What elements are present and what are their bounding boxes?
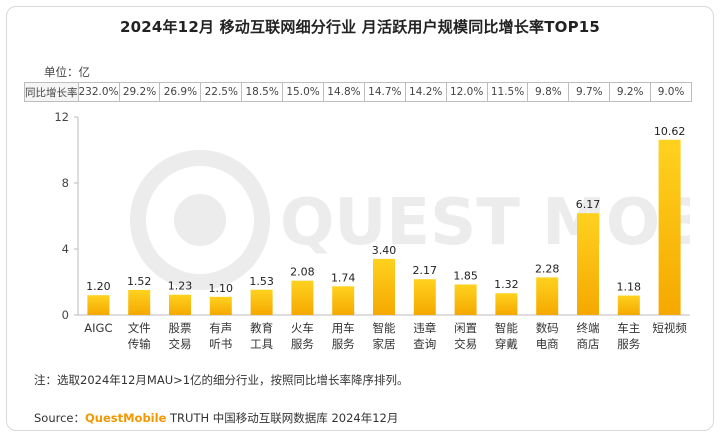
x-category-label: 文件: [128, 321, 151, 335]
source-prefix: Source：: [34, 411, 85, 425]
x-category-label: 服务: [291, 337, 314, 351]
bar: [373, 258, 395, 315]
x-category-label: 听书: [209, 337, 232, 351]
x-category-label: 商店: [577, 337, 600, 351]
bar-value-label: 1.53: [249, 275, 274, 288]
bar-value-label: 1.85: [453, 269, 478, 282]
growth-row-label: 同比增长率: [25, 83, 78, 101]
bar: [495, 293, 518, 315]
growth-rate-cell: 9.0%: [650, 83, 691, 101]
x-category-label: 闲置: [454, 321, 477, 335]
growth-rate-cell: 9.8%: [527, 83, 568, 101]
bar-value-label: 3.40: [372, 244, 397, 257]
x-category-label: 违章: [413, 321, 436, 335]
bar-value-label: 1.23: [168, 280, 193, 293]
bar: [658, 139, 681, 315]
x-category-label: 交易: [169, 337, 192, 351]
source-line: Source：QuestMobile TRUTH 中国移动互联网数据库 2024…: [34, 410, 398, 426]
unit-label: 单位：亿: [44, 65, 90, 79]
x-category-label: 查询: [413, 337, 436, 351]
growth-rate-cell: 14.2%: [404, 83, 446, 101]
bar: [87, 295, 110, 315]
x-category-label: 终端: [577, 321, 600, 335]
x-category-label: 有声: [209, 321, 232, 335]
bar-value-label: 2.17: [413, 264, 438, 277]
x-category-label: 服务: [332, 337, 355, 351]
x-category-label: 智能: [373, 321, 396, 335]
bar-value-label: 1.10: [209, 282, 234, 295]
x-category-label: 车主: [617, 321, 640, 335]
bar-value-label: 2.28: [535, 262, 560, 275]
bar-value-label: 10.62: [654, 125, 686, 138]
chart-title: 2024年12月 移动互联网细分行业 月活跃用户规模同比增长率TOP15: [119, 18, 601, 36]
growth-rate-cell: 9.7%: [568, 83, 609, 101]
footnote: 注：选取2024年12月MAU>1亿的细分行业，按照同比增长率降序排列。: [34, 373, 409, 387]
x-category-label: 火车: [291, 321, 314, 335]
y-tick-label: 0: [62, 308, 69, 322]
bar-value-label: 2.08: [290, 266, 315, 279]
y-tick-label: 8: [62, 176, 69, 190]
growth-rate-cell: 29.2%: [118, 83, 160, 101]
growth-rate-cell: 11.5%: [486, 83, 528, 101]
bar: [536, 277, 559, 315]
bar-value-label: 1.18: [617, 281, 642, 294]
bar: [209, 296, 232, 315]
bar-value-label: 1.32: [494, 278, 519, 291]
source-brand: QuestMobile: [85, 411, 167, 425]
x-category-label: 家居: [373, 337, 396, 351]
growth-rate-cell: 22.5%: [200, 83, 241, 101]
source-rest: TRUTH 中国移动互联网数据库 2024年12月: [166, 411, 399, 425]
x-category-label: 传输: [128, 337, 151, 351]
bar: [169, 294, 191, 315]
bar-value-label: 6.17: [576, 198, 601, 211]
x-category-label: 短视频: [652, 321, 687, 335]
x-category-label: 工具: [250, 337, 273, 351]
bar: [128, 289, 151, 315]
y-tick-label: 12: [54, 110, 69, 124]
growth-rate-cell: 232.0%: [77, 83, 119, 101]
x-category-label: AIGC: [84, 321, 112, 335]
bar: [617, 295, 640, 315]
growth-rate-cell: 26.9%: [159, 83, 200, 101]
growth-rate-cell: 18.5%: [241, 83, 282, 101]
bar-value-label: 1.20: [86, 280, 111, 293]
x-category-label: 交易: [454, 337, 477, 351]
bar: [413, 279, 436, 315]
bar-value-label: 1.52: [127, 275, 152, 288]
growth-rate-cell: 14.8%: [323, 83, 364, 101]
growth-rate-cell: 14.7%: [363, 83, 405, 101]
bar-value-label: 1.74: [331, 271, 356, 284]
y-tick-label: 4: [62, 242, 69, 256]
x-category-label: 数码: [536, 321, 559, 335]
bar: [291, 280, 314, 315]
growth-rate-cell: 12.0%: [445, 83, 487, 101]
bar: [454, 284, 477, 315]
bar: [332, 286, 355, 315]
x-category-label: 智能: [495, 321, 518, 335]
x-category-label: 穿戴: [495, 337, 518, 351]
growth-rate-cell: 15.0%: [282, 83, 323, 101]
x-category-label: 教育: [250, 321, 273, 335]
bar: [250, 289, 273, 315]
growth-rate-cell: 9.2%: [609, 83, 650, 101]
x-category-label: 服务: [617, 337, 640, 351]
growth-rate-table: 同比增长率 232.0% 29.2% 26.9% 22.5% 18.5% 15.0% 14.…: [24, 82, 692, 102]
x-category-label: 电商: [536, 337, 559, 351]
x-category-label: 用车: [332, 321, 355, 335]
bar: [577, 213, 599, 315]
x-category-label: 股票: [169, 321, 192, 335]
